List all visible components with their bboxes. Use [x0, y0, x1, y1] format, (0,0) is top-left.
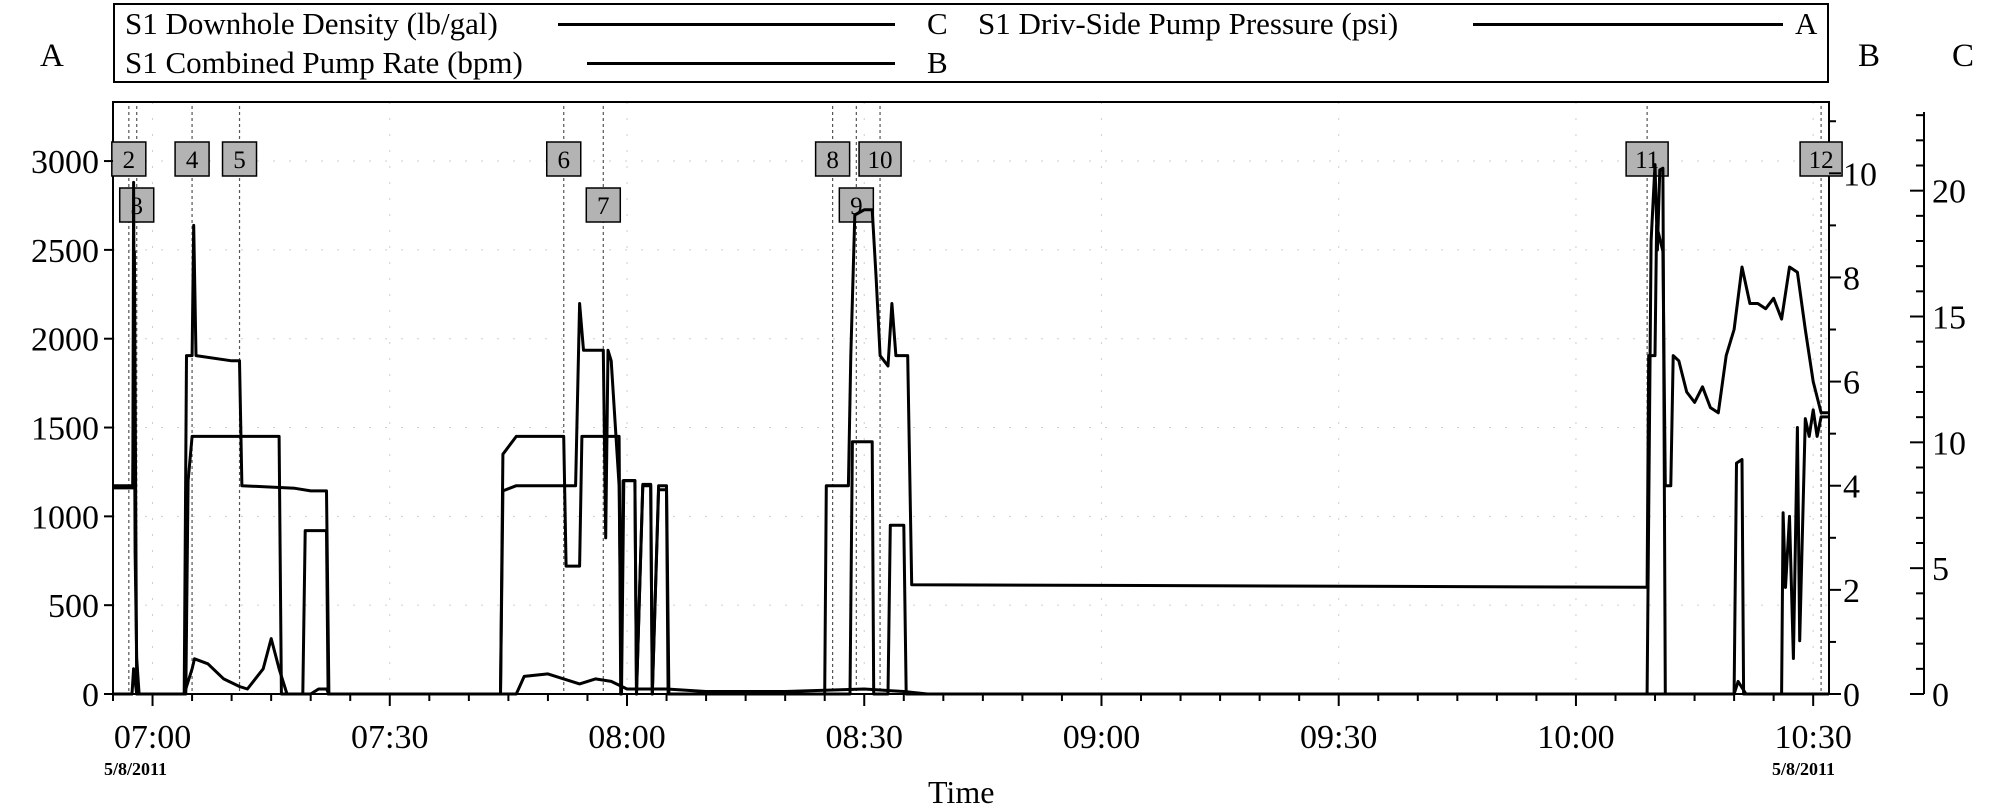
- legend: S1 Downhole Density (lb/gal) C S1 Combin…: [113, 3, 1829, 83]
- series-line-b: [113, 208, 1829, 696]
- axis-a-tick-label: 1500: [31, 411, 99, 448]
- axes-layer: 0 500 1000 1500 2000 2500 3000 0 2 4 6 8 10 0 5 10 15 20 0…: [31, 112, 1966, 756]
- marker-box: [858, 141, 902, 177]
- axis-a-tick-label: 2000: [31, 322, 99, 359]
- axis-a-tick-label: 0: [82, 677, 99, 714]
- marker-box: [585, 187, 622, 223]
- axis-c-tick-label: 10: [1932, 425, 1966, 462]
- marker-box: [174, 141, 210, 177]
- marker-box: [1799, 141, 1843, 177]
- x-axis-tick-label: 10:00: [1537, 719, 1614, 756]
- axis-b-tick-label: 2: [1843, 573, 1860, 610]
- end-date-label: 5/8/2011: [1772, 759, 1836, 779]
- marker-label: 4: [186, 147, 199, 174]
- marker-box: [814, 141, 851, 177]
- legend-line-density: [558, 23, 895, 26]
- legend-axis-pump-rate: B: [927, 45, 948, 80]
- axis-c-tick-label: 15: [1932, 300, 1966, 337]
- left-axis-letter: A: [40, 38, 64, 74]
- axis-b-tick-label: 10: [1843, 156, 1877, 193]
- x-axis-tick-label: 09:30: [1300, 719, 1377, 756]
- axis-a-tick-label: 3000: [31, 144, 99, 181]
- series-line-c: [113, 637, 1829, 696]
- marker-label: 12: [1809, 147, 1834, 174]
- marker-label: 8: [826, 147, 839, 174]
- axis-a-tick-label: 2500: [31, 233, 99, 270]
- axis-a-tick-label: 500: [48, 588, 99, 625]
- marker-box: [838, 187, 875, 223]
- legend-axis-pressure: A: [1795, 6, 1818, 41]
- axis-b-tick-label: 6: [1843, 365, 1860, 402]
- marker-box: [118, 187, 155, 223]
- x-axis-tick-label: 08:00: [588, 719, 665, 756]
- x-axis-title: Time: [928, 774, 995, 810]
- legend-label-density: S1 Downhole Density (lb/gal): [125, 6, 498, 41]
- legend-axis-density: C: [927, 6, 948, 41]
- legend-line-pressure: [1473, 23, 1783, 26]
- axis-b-tick-label: 8: [1843, 260, 1860, 297]
- marker-label: 7: [597, 193, 610, 220]
- axis-a-tick-label: 1000: [31, 499, 99, 536]
- axis-b-tick-label: 4: [1843, 469, 1860, 506]
- marker-label: 5: [233, 147, 246, 174]
- legend-label-pressure: S1 Driv-Side Pump Pressure (psi): [978, 6, 1399, 41]
- marker-label: 9: [850, 193, 863, 220]
- grid-layer: [113, 102, 1829, 695]
- marker-label: 10: [868, 147, 893, 174]
- legend-label-pump-rate: S1 Combined Pump Rate (bpm): [125, 45, 523, 80]
- series-line-a: [113, 163, 1829, 696]
- x-axis-tick-label: 07:30: [351, 719, 428, 756]
- x-axis-tick-label: 07:00: [114, 719, 191, 756]
- axis-c-tick-label: 0: [1932, 677, 1949, 714]
- series-layer: [113, 163, 1829, 696]
- marker-label: 2: [123, 147, 136, 174]
- right-axis-c-letter: C: [1952, 38, 1975, 74]
- legend-line-pump-rate: [587, 62, 895, 65]
- axis-b-tick-label: 0: [1843, 677, 1860, 714]
- x-axis-tick-label: 08:30: [826, 719, 903, 756]
- marker-label: 6: [557, 147, 570, 174]
- x-axis-tick-label: 09:00: [1063, 719, 1140, 756]
- right-axis-b-letter: B: [1858, 38, 1881, 74]
- marker-box: [221, 141, 258, 177]
- start-date-label: 5/8/2011: [104, 759, 168, 779]
- marker-box: [111, 141, 147, 177]
- axis-c-tick-label: 20: [1932, 174, 1966, 211]
- axis-c-tick-label: 5: [1932, 551, 1949, 588]
- x-axis-tick-label: 10:30: [1774, 719, 1851, 756]
- marker-box: [545, 141, 582, 177]
